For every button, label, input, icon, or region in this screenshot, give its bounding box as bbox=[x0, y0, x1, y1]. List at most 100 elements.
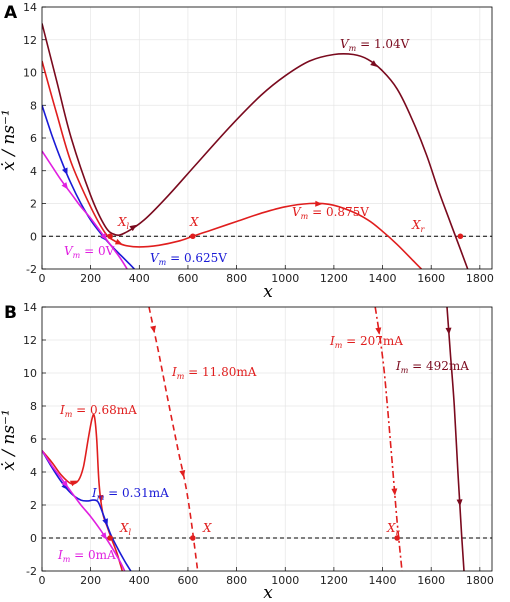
y-tick-label: 8 bbox=[30, 400, 37, 413]
panel-a: A 0 200 400 600 800 1000 1200 1400 1600 1800-2024… bbox=[0, 1, 494, 302]
y-tick-label: 0 bbox=[30, 230, 37, 243]
point-label-x: X bbox=[202, 521, 212, 535]
x-tick-label: 1600 bbox=[417, 574, 445, 587]
y-tick-label: 14 bbox=[23, 301, 37, 314]
series-line-3 bbox=[42, 450, 126, 571]
direction-arrow-icon bbox=[315, 200, 323, 207]
series-line-4 bbox=[42, 150, 128, 269]
panel-a-ylabel: ẋ / ns⁻¹ bbox=[0, 109, 19, 171]
fixed-point-marker bbox=[457, 233, 464, 240]
direction-arrow-icon bbox=[370, 60, 378, 67]
annotation-im-11-80: Im = 11.80mA bbox=[171, 365, 257, 381]
direction-arrow-icon bbox=[61, 480, 69, 488]
x-tick-label: 1000 bbox=[271, 574, 299, 587]
annotation-vm-0-625: Vm = 0.625V bbox=[150, 251, 227, 267]
direction-arrow-icon bbox=[61, 182, 69, 190]
x-tick-label: 800 bbox=[226, 574, 247, 587]
y-tick-label: 2 bbox=[30, 198, 37, 211]
annotation-im-207: Im = 207mA bbox=[329, 334, 403, 350]
direction-arrow-icon bbox=[69, 480, 78, 487]
panel-b-frame bbox=[41, 306, 493, 572]
panel-b-ylabel: ẋ / ns⁻¹ bbox=[0, 409, 19, 471]
series-line-2 bbox=[42, 450, 132, 571]
x-tick-label: 600 bbox=[177, 574, 198, 587]
series-line-1 bbox=[42, 23, 469, 269]
direction-arrow-icon bbox=[114, 238, 123, 245]
x-tick-label: 400 bbox=[129, 574, 150, 587]
annotation-vm-0-875: Vm = 0.875V bbox=[292, 205, 369, 221]
direction-arrow-icon bbox=[375, 327, 382, 335]
direction-arrow-icon bbox=[456, 499, 463, 507]
x-tick-label: 1200 bbox=[320, 272, 348, 285]
direction-arrow-icon bbox=[150, 325, 157, 334]
point-label-xr: Xr bbox=[386, 521, 401, 537]
annotation-vm-1-04: Vm = 1.04V bbox=[340, 37, 410, 53]
y-tick-label: 4 bbox=[30, 165, 37, 178]
series-line-6 bbox=[446, 307, 465, 571]
y-tick-label: 10 bbox=[23, 367, 37, 380]
panel-b-points bbox=[107, 535, 400, 541]
direction-arrow-icon bbox=[100, 532, 107, 540]
y-tick-label: 6 bbox=[30, 433, 37, 446]
y-tick-label: 0 bbox=[30, 532, 37, 545]
direction-arrow-icon bbox=[97, 494, 104, 503]
y-tick-label: 8 bbox=[30, 99, 37, 112]
x-tick-label: 1000 bbox=[271, 272, 299, 285]
annotation-im-0: Im = 0mA bbox=[57, 548, 116, 564]
direction-arrow-icon bbox=[61, 167, 68, 176]
panel-b-letter: B bbox=[4, 303, 17, 323]
direction-arrow-icon bbox=[179, 469, 186, 478]
y-tick-label: -2 bbox=[26, 565, 37, 578]
fixed-point-marker bbox=[190, 535, 196, 541]
x-tick-label: 400 bbox=[129, 272, 150, 285]
direction-arrow-icon bbox=[102, 518, 108, 526]
annotation-vm-0: Vm = 0V bbox=[64, 244, 115, 260]
x-tick-label: 1400 bbox=[369, 272, 397, 285]
x-tick-label: 1600 bbox=[417, 272, 445, 285]
point-label-xr: Xr bbox=[411, 218, 426, 234]
x-tick-label: 600 bbox=[177, 272, 198, 285]
series-line-3 bbox=[42, 105, 135, 269]
point-label-xl: Xl bbox=[117, 215, 130, 231]
direction-arrow-icon bbox=[445, 327, 452, 335]
point-label-x: X bbox=[189, 215, 199, 229]
y-tick-label: 12 bbox=[23, 334, 37, 347]
direction-arrow-icon bbox=[129, 224, 137, 232]
panel-a-ticks: 0 200 400 600 800 1000 1200 1400 1600 1800-202468… bbox=[23, 1, 494, 285]
panel-a-points bbox=[107, 233, 464, 240]
annotation-im-0-68: Im = 0.68mA bbox=[59, 403, 137, 419]
y-tick-label: 12 bbox=[23, 34, 37, 47]
x-tick-label: 200 bbox=[80, 574, 101, 587]
panel-a-xlabel: x bbox=[263, 282, 273, 302]
annotation-im-0-31: Im = 0.31mA bbox=[91, 486, 169, 502]
panel-b-xlabel: x bbox=[263, 583, 273, 602]
y-tick-label: 10 bbox=[23, 67, 37, 80]
x-tick-label: 1800 bbox=[466, 272, 494, 285]
panel-a-letter: A bbox=[4, 3, 18, 23]
panel-b-series bbox=[42, 307, 465, 571]
x-tick-label: 0 bbox=[39, 574, 46, 587]
y-tick-label: 6 bbox=[30, 132, 37, 145]
y-tick-label: 4 bbox=[30, 466, 37, 479]
y-tick-label: 14 bbox=[23, 1, 37, 14]
fixed-point-marker bbox=[107, 233, 113, 240]
x-tick-label: 0 bbox=[39, 272, 46, 285]
panel-a-frame bbox=[41, 6, 493, 270]
y-tick-label: 2 bbox=[30, 499, 37, 512]
series-line-2 bbox=[42, 60, 423, 269]
panel-a-series bbox=[42, 23, 469, 269]
annotation-im-492: Im = 492mA bbox=[395, 359, 469, 375]
series-line-5 bbox=[374, 307, 403, 571]
panel-b: B 0 200 400 600 800 1000 1200 1400 1600 1800-2024… bbox=[0, 301, 494, 602]
x-tick-label: 800 bbox=[226, 272, 247, 285]
fixed-point-marker bbox=[107, 535, 113, 541]
series-line-4 bbox=[148, 307, 199, 571]
fixed-point-marker bbox=[394, 535, 400, 541]
x-tick-label: 1400 bbox=[369, 574, 397, 587]
x-tick-label: 200 bbox=[80, 272, 101, 285]
x-tick-label: 1800 bbox=[466, 574, 494, 587]
x-tick-label: 1200 bbox=[320, 574, 348, 587]
panel-a-grid bbox=[41, 6, 492, 270]
panel-b-ticks: 0 200 400 600 800 1000 1200 1400 1600 1800-202468… bbox=[23, 301, 494, 587]
